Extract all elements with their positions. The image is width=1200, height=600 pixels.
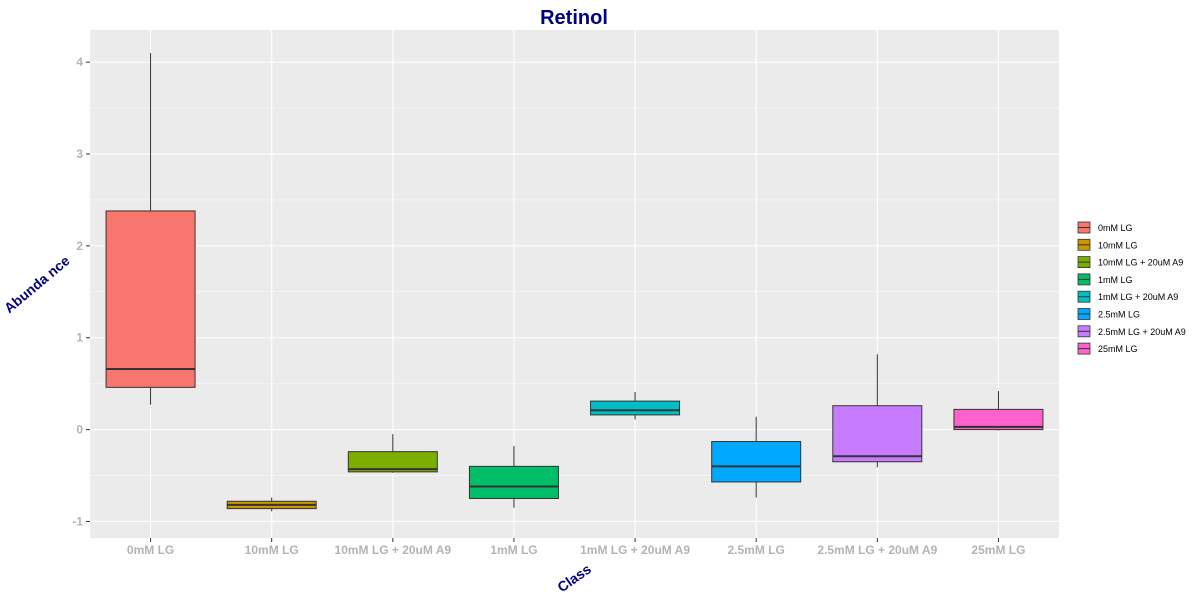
legend-item: 1mM LG (1077, 273, 1133, 286)
box-iqr (953, 408, 1044, 431)
y-tick-label: 3 (76, 147, 83, 161)
axes: -1 0 1 2 3 4 0mM LG 10mM LG 10mM LG + 20uM A9 1mM… (72, 55, 1025, 557)
box-iqr (590, 400, 681, 416)
y-tick-label: -1 (72, 514, 83, 528)
y-tick-label: 4 (76, 55, 83, 69)
y-axis-title: Abunda nce (1, 252, 73, 316)
legend-label: 1mM LG (1098, 275, 1133, 285)
x-tick-label: 1mM LG + 20uM A9 (580, 543, 690, 557)
legend-label: 1mM LG + 20uM A9 (1098, 292, 1178, 302)
legend-label: 25mM LG (1098, 344, 1138, 354)
x-tick-label: 2.5mM LG (728, 543, 785, 557)
box-8 (953, 391, 1044, 431)
x-tick-label: 1mM LG (490, 543, 537, 557)
legend-label: 10mM LG (1098, 240, 1138, 250)
box-7 (832, 354, 923, 468)
box-3 (347, 434, 438, 473)
legend-item: 10mM LG + 20uM A9 (1077, 256, 1183, 269)
box-6 (711, 416, 802, 498)
legend-item: 2.5mM LG (1077, 308, 1140, 320)
legend-label: 2.5mM LG + 20uM A9 (1098, 327, 1186, 337)
legend-item: 25mM LG (1077, 342, 1138, 355)
y-tick-label: 1 (76, 331, 83, 345)
legend-item: 10mM LG (1077, 238, 1138, 251)
box-5 (590, 391, 681, 420)
grid-lines (90, 30, 1059, 538)
x-tick-label: 2.5mM LG + 20uM A9 (817, 543, 937, 557)
x-tick-label: 10mM LG + 20uM A9 (335, 543, 452, 557)
legend-label: 10mM LG + 20uM A9 (1098, 258, 1183, 268)
chart-title: Retinol (540, 7, 608, 29)
box-4 (468, 446, 559, 508)
box-1 (105, 52, 196, 405)
box-2 (226, 497, 317, 512)
box-iqr (105, 210, 196, 388)
box-iqr (468, 465, 559, 499)
legend: 0mM LG 10mM LG 10mM LG + 20uM A9 1mM LG 1mM … (1077, 221, 1186, 355)
box-iqr (347, 451, 438, 473)
y-tick-label: 2 (76, 239, 83, 253)
x-tick-label: 0mM LG (127, 543, 174, 557)
box-iqr (711, 441, 802, 483)
x-axis-title: Class (554, 561, 594, 596)
x-tick-label: 25mM LG (971, 543, 1025, 557)
box-iqr (832, 405, 923, 463)
legend-item: 0mM LG (1077, 221, 1133, 234)
legend-label: 2.5mM LG (1098, 310, 1140, 320)
legend-item: 2.5mM LG + 20uM A9 (1077, 325, 1186, 338)
y-tick-label: 0 (76, 423, 83, 437)
legend-item: 1mM LG + 20uM A9 (1077, 290, 1178, 303)
x-tick-label: 10mM LG (245, 543, 299, 557)
legend-label: 0mM LG (1098, 223, 1133, 233)
boxes (105, 52, 1044, 512)
